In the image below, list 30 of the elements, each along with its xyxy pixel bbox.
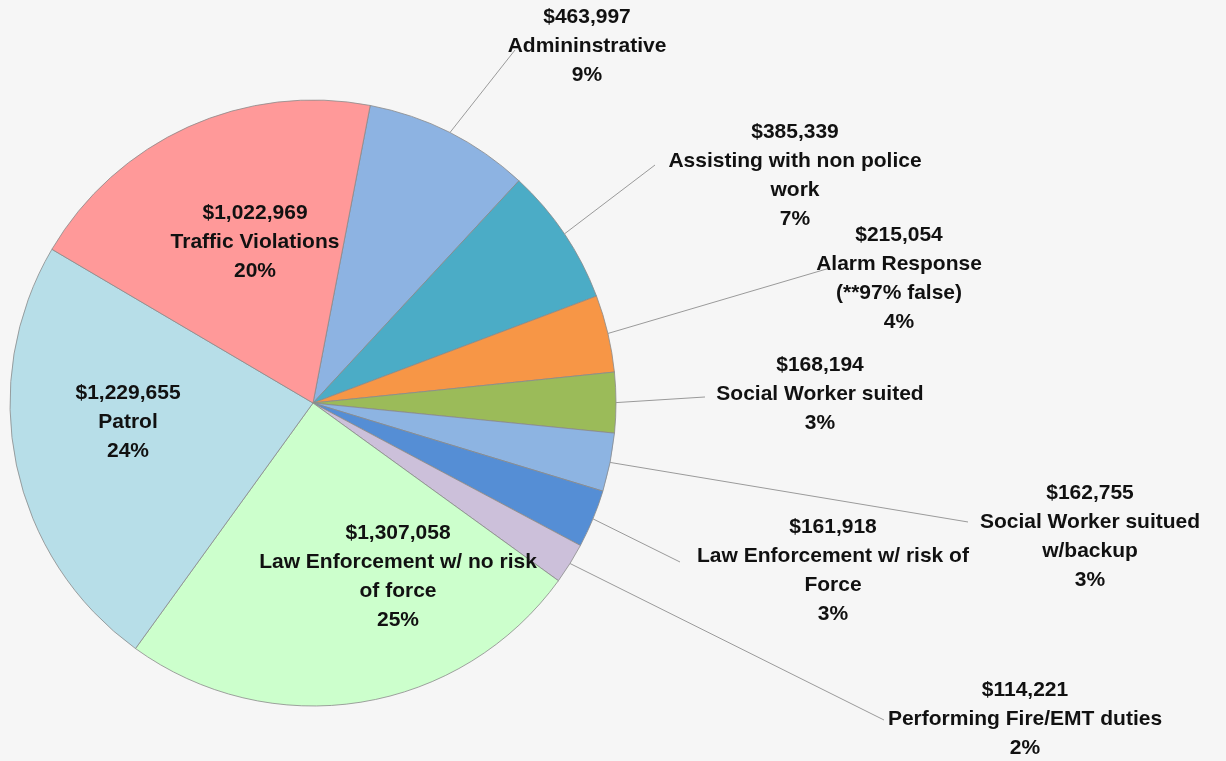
slice-label: Social Worker suitued w/backup	[979, 509, 1201, 561]
data-label: $162,755	[1046, 480, 1135, 503]
text: 7%	[779, 206, 811, 229]
data-label: $161,918	[789, 514, 878, 537]
text: 24%	[106, 438, 150, 461]
slice-label: Alarm Response (**97% false)	[816, 251, 982, 303]
data-label: $1,022,969	[202, 200, 308, 223]
slice-label: Performing Fire/EMT duties	[887, 706, 1163, 729]
slice-label: Assisting with non police work	[668, 148, 922, 200]
data-label: $215,054	[855, 222, 944, 245]
data-label: $1,229,655	[75, 380, 181, 403]
text: 9%	[571, 62, 603, 85]
text: 25%	[376, 607, 420, 630]
data-label: $463,997	[543, 4, 631, 27]
text: 3%	[817, 601, 849, 624]
slice-label: Law Enforcement w/ risk of Force	[697, 543, 970, 595]
slice-label: Traffic Violations	[170, 229, 340, 252]
slice-label: Social Worker suited	[716, 381, 924, 404]
text: 3%	[804, 410, 836, 433]
text: 20%	[233, 258, 277, 281]
text: 2%	[1009, 735, 1041, 758]
data-label: $168,194	[776, 352, 865, 375]
slice-label: Admininstrative	[507, 33, 667, 56]
data-label: $385,339	[751, 119, 839, 142]
slice-label: Law Enforcement w/ no risk of force	[259, 549, 538, 601]
text: 3%	[1074, 567, 1106, 590]
text: 4%	[883, 309, 915, 332]
data-label: $1,307,058	[345, 520, 451, 543]
data-label: $114,221	[981, 677, 1069, 700]
slice-label: Patrol	[98, 409, 158, 432]
